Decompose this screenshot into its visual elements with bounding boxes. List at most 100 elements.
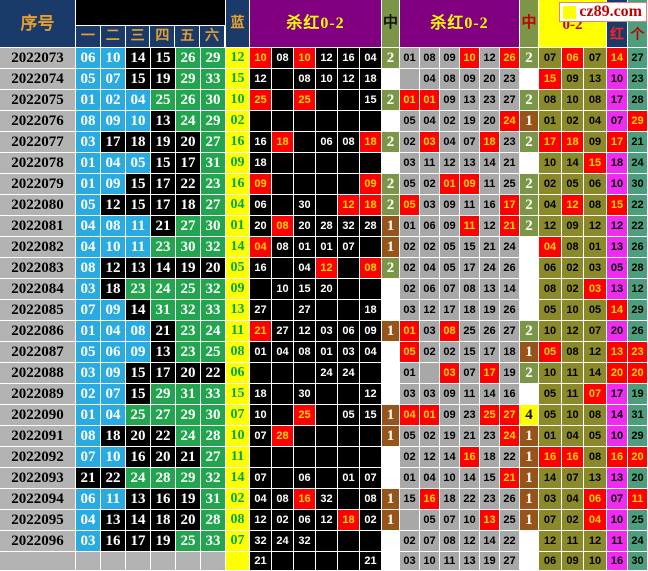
blue-ball-cell: 11 <box>226 447 250 468</box>
kill-red-1-cell: 06 <box>294 468 316 489</box>
kill-red-2-cell: 23 <box>480 426 500 447</box>
red-ball-cell: 08 <box>76 258 101 279</box>
kill-red-1-cell: 12 <box>360 384 382 405</box>
red-ball-cell: 30 <box>201 216 226 237</box>
blue-ball-cell: 13 <box>226 300 250 321</box>
blue-ball-cell <box>226 552 250 571</box>
kill-red-1-cell <box>294 153 316 174</box>
kill-red-1-cell: 32 <box>338 216 360 237</box>
range-stat-cell: 09 <box>562 216 584 237</box>
range-stat-cell: 05 <box>584 300 607 321</box>
kill-red-1-cell: 07 <box>250 426 272 447</box>
kill-red-1-cell <box>250 111 272 132</box>
red-count-cell: 13 <box>607 279 628 300</box>
kill-red-1-cell: 18 <box>250 153 272 174</box>
kill-red-1-cell: 20 <box>294 216 316 237</box>
kill-red-1-cell: 28 <box>360 216 382 237</box>
range-stat-cell: 05 <box>539 342 562 363</box>
range-stat-cell: 08 <box>562 237 584 258</box>
kill-red-2-cell: 09 <box>440 90 460 111</box>
kill-red-2-cell: 21 <box>500 153 520 174</box>
red-ball-cell: 15 <box>151 153 176 174</box>
range-stat-cell: 03 <box>539 489 562 510</box>
unit-count-cell: 29 <box>628 426 648 447</box>
hit-count-2-cell: 1 <box>520 447 539 468</box>
kill-red-1-cell: 18 <box>360 132 382 153</box>
range-stat-cell: 07 <box>539 48 562 69</box>
kill-red-1-cell: 18 <box>360 69 382 90</box>
red-ball-header-group: 一二三四五六 <box>76 0 226 48</box>
red-ball-cell: 05 <box>76 69 101 90</box>
range-stat-cell: 02 <box>539 174 562 195</box>
red-count-cell: 07 <box>607 489 628 510</box>
red-ball-cell: 31 <box>201 489 226 510</box>
red-ball-cell: 13 <box>126 258 151 279</box>
kill-red-2-cell: 15 <box>400 489 420 510</box>
issue-cell: 2022090 <box>0 405 76 426</box>
kill-red-1-cell <box>272 69 294 90</box>
red-ball-cell: 15 <box>126 363 151 384</box>
red-ball-cell: 33 <box>201 300 226 321</box>
blue-ball-cell: 15 <box>226 384 250 405</box>
red-ball-cell: 27 <box>176 216 201 237</box>
blue-ball-cell: 16 <box>226 174 250 195</box>
range-stat-cell: 13 <box>584 468 607 489</box>
unit-count-cell: 23 <box>628 69 648 90</box>
red-ball-cell: 21 <box>176 447 201 468</box>
issue-cell: 2022084 <box>0 279 76 300</box>
kill-red-1-cell: 16 <box>338 48 360 69</box>
kill-red-2-cell: 09 <box>440 195 460 216</box>
red-ball-cell: 20 <box>176 132 201 153</box>
kill-red-2-cell: 15 <box>460 237 480 258</box>
unit-count-cell: 19 <box>628 384 648 405</box>
kill-red-1-cell: 18 <box>360 195 382 216</box>
red-count-cell: 10 <box>607 174 628 195</box>
range-stat-cell: 15 <box>539 69 562 90</box>
red-ball-cell: 09 <box>101 363 126 384</box>
kill-red-2-cell: 17 <box>480 342 500 363</box>
kill-red-2-cell: 14 <box>480 531 500 552</box>
issue-cell: 2022089 <box>0 384 76 405</box>
red-ball-cell: 07 <box>101 69 126 90</box>
red-ball-cell: 26 <box>176 48 201 69</box>
red-ball-cell: 22 <box>176 174 201 195</box>
kill-red-1-cell <box>272 111 294 132</box>
hit-count-2-cell: 2 <box>520 90 539 111</box>
red-ball-cell: 24 <box>126 468 151 489</box>
hit-count-2-cell: 4 <box>520 405 539 426</box>
kill-red-1-cell: 21 <box>250 321 272 342</box>
kill-red-2-cell: 05 <box>400 111 420 132</box>
hit-count-1-cell <box>382 447 400 468</box>
kill-red-2-cell: 04 <box>420 468 440 489</box>
watermark-link[interactable]: cz89.com <box>559 2 647 22</box>
hit-count-2-cell <box>520 300 539 321</box>
column-header-hit-1: 中 <box>382 0 400 48</box>
kill-red-2-cell: 12 <box>480 216 500 237</box>
blue-ball-cell: 05 <box>226 258 250 279</box>
kill-red-2-cell: 02 <box>420 237 440 258</box>
kill-red-1-cell: 12 <box>316 48 338 69</box>
kill-red-1-cell: 06 <box>250 195 272 216</box>
red-ball-cell: 28 <box>201 510 226 531</box>
kill-red-2-cell: 03 <box>400 153 420 174</box>
red-ball-cell: 01 <box>76 90 101 111</box>
hit-count-2-cell: 1 <box>520 426 539 447</box>
kill-red-2-cell: 08 <box>440 69 460 90</box>
kill-red-1-cell: 25 <box>294 405 316 426</box>
red-ball-cell: 08 <box>101 216 126 237</box>
kill-red-2-cell: 18 <box>440 489 460 510</box>
kill-red-2-cell: 02 <box>440 111 460 132</box>
red-ball-cell: 11 <box>126 216 151 237</box>
hit-count-1-cell <box>382 468 400 489</box>
red-ball-cell: 17 <box>176 153 201 174</box>
kill-red-1-cell: 03 <box>316 321 338 342</box>
kill-red-1-cell <box>338 90 360 111</box>
kill-red-1-cell: 03 <box>338 342 360 363</box>
kill-red-1-cell: 07 <box>338 237 360 258</box>
kill-red-1-cell <box>316 384 338 405</box>
kill-red-1-cell: 10 <box>316 69 338 90</box>
red-ball-cell: 20 <box>176 510 201 531</box>
red-ball-cell: 20 <box>151 447 176 468</box>
range-stat-cell: 12 <box>584 342 607 363</box>
red-count-cell: 14 <box>607 300 628 321</box>
